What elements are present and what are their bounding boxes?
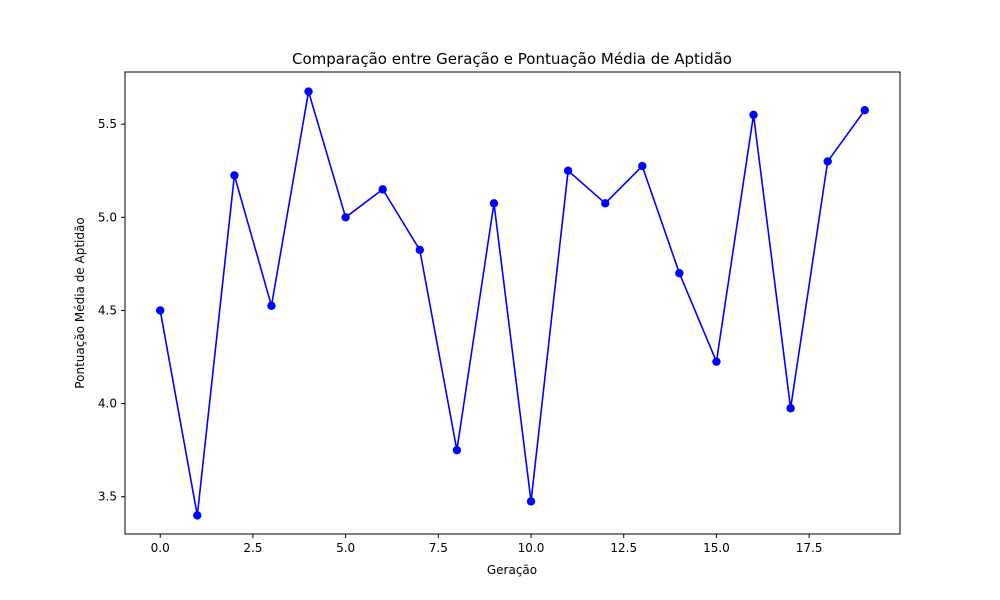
x-tick-label: 12.5 (610, 541, 637, 555)
data-point (526, 497, 536, 506)
data-point (156, 306, 165, 315)
data-point (267, 301, 276, 310)
y-axis-ticks: 3.5 4.0 4.5 5.0 5.5 (98, 117, 125, 504)
data-point (638, 161, 647, 171)
data-point (712, 357, 721, 366)
data-point (341, 213, 350, 222)
x-axis-title: Geração (487, 563, 537, 577)
data-point (452, 445, 462, 455)
y-tick-label: 5.5 (98, 117, 117, 131)
y-tick-label: 5.0 (98, 210, 117, 224)
data-point (193, 511, 202, 520)
plot-frame (124, 71, 901, 535)
data-point (230, 171, 239, 180)
y-tick-label: 4.5 (98, 303, 117, 317)
data-point (489, 199, 499, 208)
x-tick-label: 15.0 (703, 541, 730, 555)
data-point (415, 245, 424, 255)
x-axis-ticks: 0.0 2.5 5.0 7.5 10.0 12.5 15.0 17.5 (151, 534, 823, 555)
series-line (159, 90, 866, 517)
y-tick-label: 4.0 (98, 397, 117, 411)
data-point (601, 199, 610, 208)
x-tick-label: 0.0 (151, 541, 170, 555)
data-point (675, 268, 684, 278)
plot-area (125, 72, 900, 534)
data-point (304, 87, 313, 96)
data-point (823, 157, 832, 166)
x-tick-label: 7.5 (429, 541, 448, 555)
x-tick-label: 5.0 (336, 541, 355, 555)
x-tick-label: 17.5 (796, 541, 823, 555)
data-point (378, 185, 387, 194)
x-tick-label: 2.5 (243, 541, 262, 555)
y-tick-label: 3.5 (98, 490, 117, 504)
data-point (860, 105, 869, 115)
data-point (749, 110, 758, 120)
data-point (786, 404, 795, 413)
x-tick-label: 10.0 (518, 541, 545, 555)
y-axis-title: Pontuação Média de Aptidão (73, 217, 87, 388)
data-point (563, 166, 573, 175)
chart-title: Comparação entre Geração e Pontuação Méd… (292, 50, 732, 68)
series-layer (156, 87, 869, 520)
